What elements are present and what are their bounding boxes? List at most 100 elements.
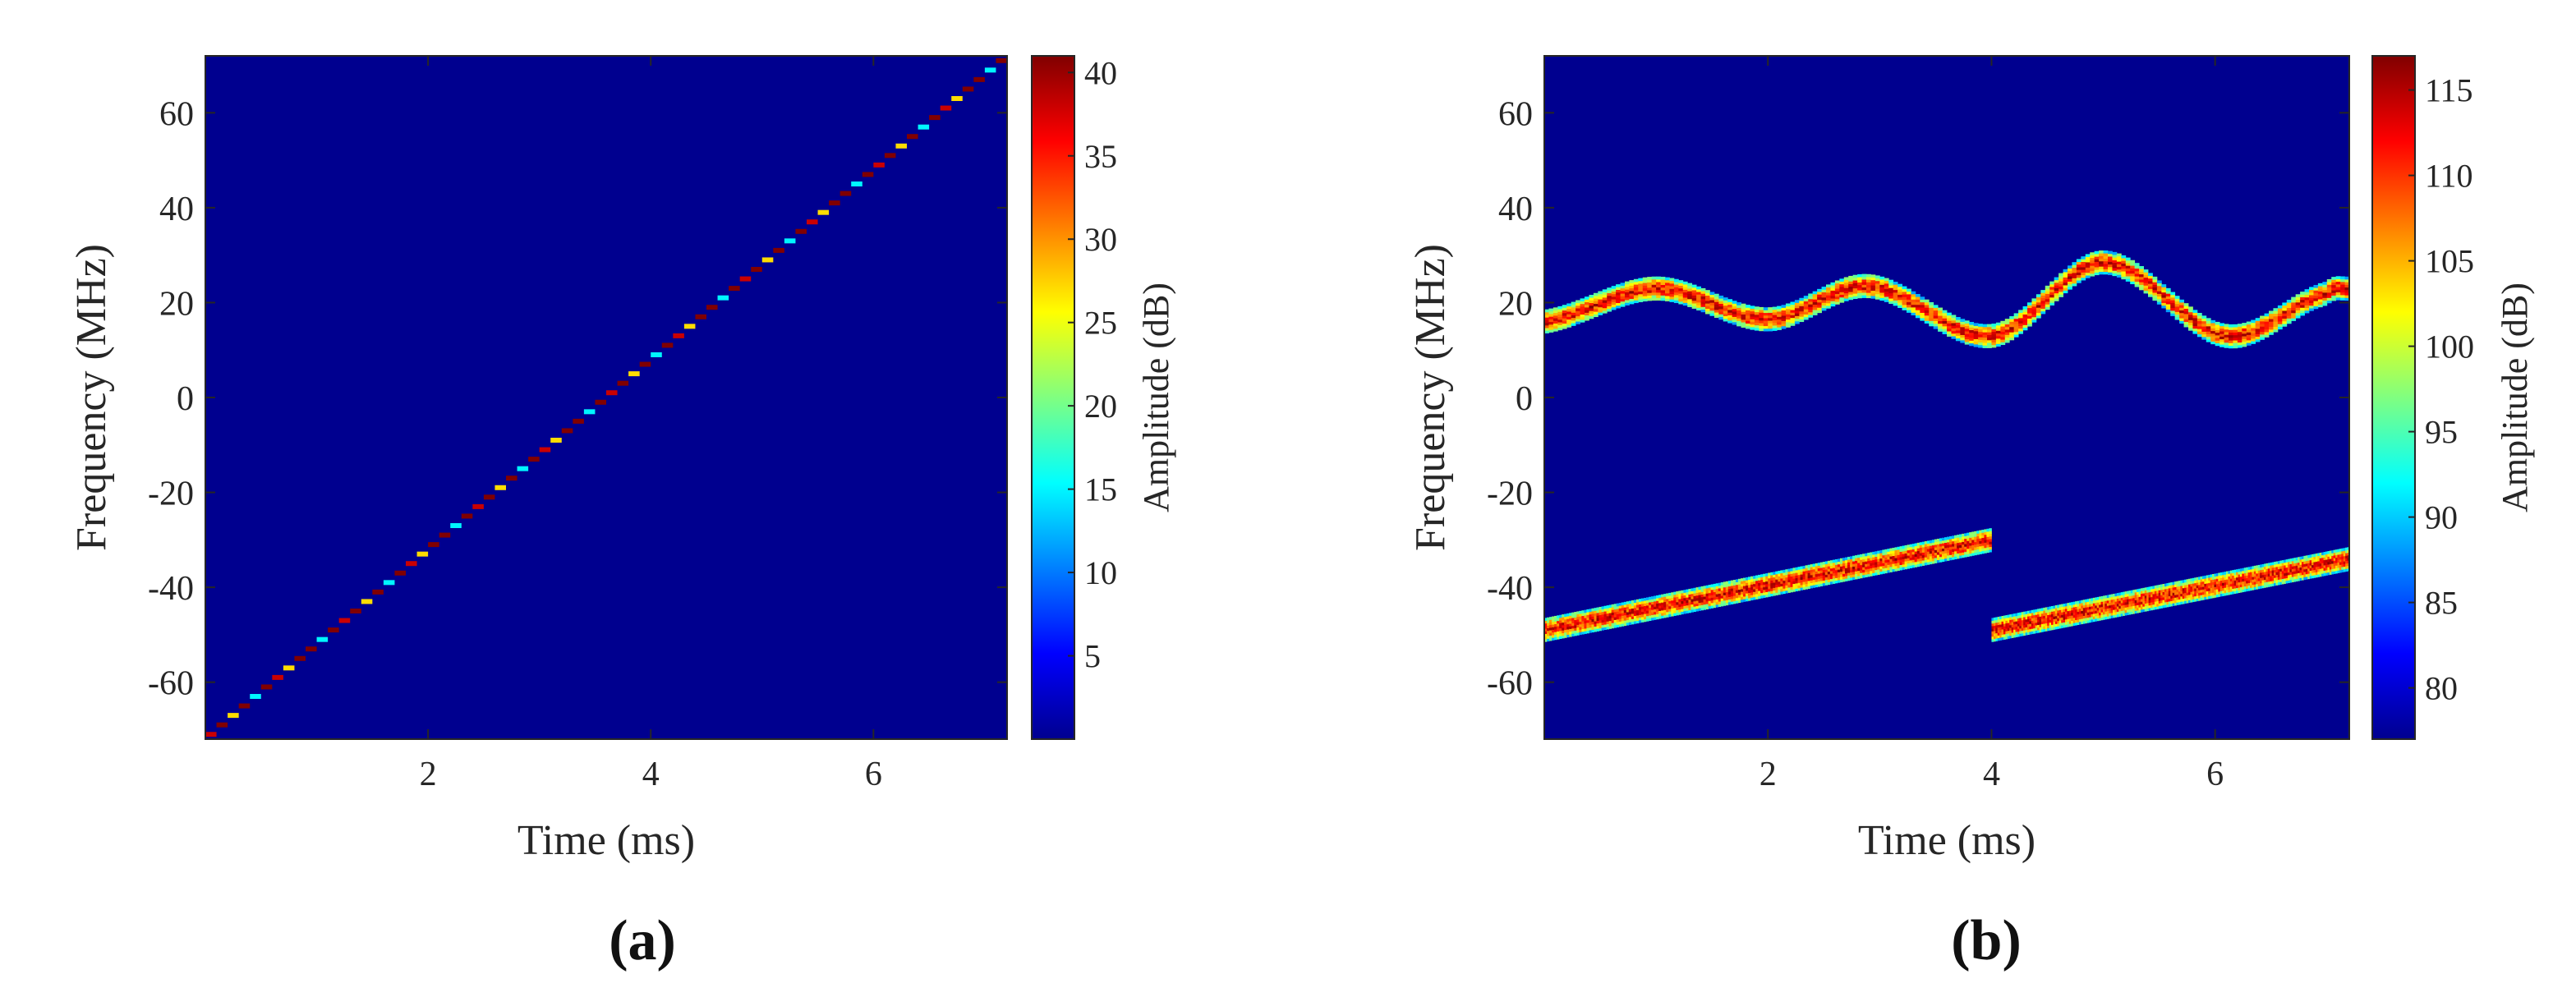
signal-cell [1964, 540, 1967, 544]
signal-cell [1705, 310, 1710, 315]
signal-cell [2260, 331, 2265, 335]
signal-cell [2224, 585, 2227, 588]
signal-cell [1933, 323, 1939, 327]
signal-cell [1834, 564, 1838, 568]
signal-cell [2293, 568, 2297, 572]
signal-cell [1544, 317, 1549, 320]
signal-cell [1865, 568, 1868, 572]
signal-cell [2218, 586, 2221, 590]
signal-cell [1763, 579, 1766, 582]
signal-cell [2295, 576, 2298, 579]
signal-cell [2031, 306, 2037, 310]
signal-cell [2220, 593, 2223, 597]
signal-cell [1709, 307, 1715, 311]
signal-cell [2078, 613, 2082, 617]
signal-cell [1850, 558, 1853, 563]
signal-cell [2023, 619, 2026, 623]
signal-cell [1778, 586, 1781, 590]
signal-cell [1683, 608, 1686, 612]
signal-cell [2224, 334, 2229, 338]
signal-cell [1763, 318, 1769, 321]
signal-cell [1879, 553, 1883, 556]
signal-cell [2266, 563, 2269, 567]
signal-cell [1874, 293, 1880, 297]
signal-cell [1995, 627, 1999, 631]
signal-cell [1827, 563, 1831, 567]
signal-cell [2009, 617, 2012, 620]
signal-cell [1995, 322, 2001, 326]
signal-cell [2152, 601, 2155, 605]
signal-cell [2086, 599, 2090, 602]
signal-cell [2239, 581, 2242, 585]
signal-cell [2099, 271, 2104, 275]
signal-cell [2232, 572, 2235, 576]
signal-cell [1589, 619, 1592, 623]
signal-cell [2045, 609, 2048, 613]
signal-cell [1750, 581, 1754, 585]
signal-cell [1902, 301, 1907, 306]
signal-cell [2000, 342, 2006, 346]
signal-cell [1790, 304, 1796, 308]
signal-cell [2017, 613, 2020, 616]
signal-cell [2025, 629, 2028, 633]
signal-cell [2124, 609, 2128, 613]
signal-cell [1676, 609, 1679, 613]
signal-cell [2329, 572, 2332, 575]
signal-cell [2190, 591, 2193, 595]
signal-cell [1754, 324, 1760, 329]
signal-cell [1623, 618, 1627, 621]
signal-cell [1889, 558, 1893, 563]
signal-cell [2198, 592, 2201, 596]
signal-cell [2172, 595, 2175, 599]
signal-cell [1569, 631, 1572, 635]
signal-cell [1727, 594, 1732, 597]
signal-cell [2215, 332, 2220, 336]
signal-cell [2027, 315, 2032, 319]
signal-cell [1982, 329, 1988, 333]
signal-cell [1893, 295, 1898, 298]
signal-cell [1656, 608, 1659, 612]
signal-cell [1620, 293, 1626, 296]
signal-cell [2081, 274, 2086, 278]
signal-cell [2285, 580, 2288, 584]
signal-cell [2343, 563, 2346, 567]
signal-cell [2339, 562, 2342, 565]
signal-cell [1982, 342, 1988, 346]
signal-cell [1579, 632, 1582, 636]
signal-cell [1829, 578, 1833, 582]
signal-cell [2013, 632, 2016, 636]
signal-cell [1924, 559, 1928, 563]
signal-cell [2137, 602, 2139, 605]
signal-cell [2132, 603, 2136, 606]
signal-cell [2068, 265, 2072, 269]
signal-cell [2166, 604, 2169, 608]
signal-cell [1705, 308, 1710, 312]
signal-cell [1763, 320, 1769, 324]
signal-cell [2257, 577, 2261, 581]
signal-cell [2027, 629, 2030, 632]
signal-cell [2255, 338, 2261, 342]
signal-cell [2018, 325, 2023, 329]
signal-cell [2029, 631, 2032, 635]
signal-cell [1773, 582, 1776, 586]
signal-cell [1651, 599, 1654, 602]
signal-cell [2124, 612, 2128, 616]
signal-cell [1834, 559, 1838, 563]
signal-cell [2152, 588, 2155, 592]
signal-cell [2190, 589, 2193, 592]
signal-cell [1544, 631, 1548, 635]
signal-cell [1601, 627, 1604, 631]
signal-cell [2037, 630, 2040, 633]
signal-cell [1843, 279, 1849, 283]
signal-cell [1812, 568, 1816, 572]
signal-cell [1596, 612, 1599, 616]
signal-cell [1837, 561, 1841, 565]
signal-cell [1598, 291, 1603, 295]
signal-cell [1993, 638, 1996, 642]
signal-cell [2204, 581, 2207, 584]
signal-cell [2075, 619, 2077, 623]
signal-cell [2053, 610, 2056, 614]
signal-cell [2184, 585, 2187, 588]
signal-cell [2148, 294, 2153, 297]
signal-cell [1688, 591, 1691, 595]
